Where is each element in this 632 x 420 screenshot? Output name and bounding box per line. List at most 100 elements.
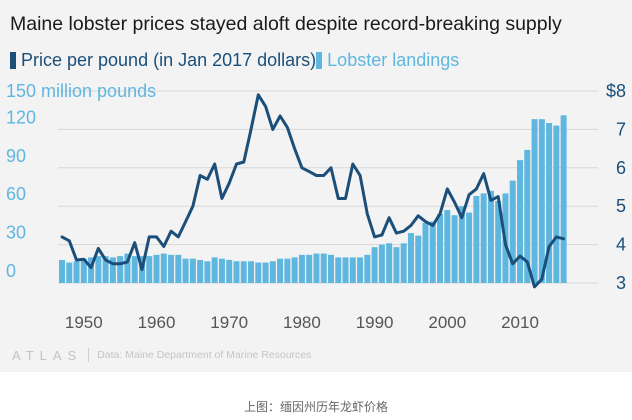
left-tick-label: 60 [6, 184, 26, 204]
landings-bar [487, 190, 494, 283]
right-axis-ticks: 3 4 5 6 7 $8 [606, 81, 626, 293]
landings-bar [538, 119, 545, 283]
landings-bar [248, 261, 255, 283]
landings-bar [131, 256, 138, 283]
landings-bar [393, 247, 400, 283]
landings-bar [531, 119, 538, 283]
landings-bar [407, 233, 414, 283]
x-tick-label: 1960 [138, 313, 176, 332]
source-line: ATLAS Data: Maine Department of Marine R… [12, 347, 311, 363]
landings-bar [168, 254, 175, 283]
landings-bar [153, 254, 160, 283]
landings-bar [473, 195, 480, 283]
landings-bar [429, 221, 436, 283]
source-divider [88, 348, 90, 362]
legend: Price per pound (in Jan 2017 dollars) Lo… [10, 48, 459, 72]
landings-bar [444, 210, 451, 283]
landings-bar [371, 247, 378, 283]
landings-bar [517, 160, 524, 283]
chart-title: Maine lobster prices stayed aloft despit… [10, 13, 562, 35]
landings-bar [524, 149, 531, 283]
landings-bar [262, 262, 269, 283]
landings-bar [269, 261, 276, 283]
landings-bar [437, 213, 444, 283]
image-caption: 上图：缅因州历年龙虾价格 [243, 400, 388, 414]
landings-bar [451, 215, 458, 283]
landings-bar [400, 243, 407, 283]
landings-bar [313, 253, 320, 283]
combo-chart: 0 30 60 90 120 150 million pounds 3 4 5 6 7 $8 195… [6, 81, 626, 332]
landings-bar [109, 257, 116, 283]
landings-bar [102, 256, 109, 283]
landings-bar [509, 180, 516, 283]
landings-bar [124, 253, 131, 283]
landings-bar [386, 243, 393, 283]
landings-bar [364, 254, 371, 283]
landings-bar [88, 257, 95, 283]
landings-bar [66, 262, 73, 283]
landings-bar [415, 235, 422, 283]
right-tick-label: 3 [616, 273, 626, 293]
left-tick-label: 150 million pounds [6, 81, 156, 101]
landings-bar [560, 115, 567, 283]
landings-bar [298, 254, 305, 283]
landings-bar [218, 258, 225, 283]
x-tick-label: 1990 [356, 313, 394, 332]
x-tick-label: 1950 [65, 313, 103, 332]
landings-bar [80, 258, 87, 283]
landings-bar [189, 258, 196, 283]
left-axis-ticks: 0 30 60 90 120 150 million pounds [6, 81, 156, 281]
landings-bar [480, 193, 487, 283]
right-tick-label: 5 [616, 196, 626, 216]
landings-bar [495, 201, 502, 283]
landings-bar [327, 254, 334, 283]
landings-bar [546, 123, 553, 283]
landings-bar [342, 257, 349, 283]
source-text: Data: Maine Department of Marine Resourc… [97, 349, 312, 361]
left-tick-label: 120 [6, 107, 36, 127]
landings-bars [59, 115, 567, 283]
right-tick-label: $8 [606, 81, 626, 101]
landings-bar [204, 261, 211, 283]
price-line-group [60, 93, 566, 289]
landings-bar [357, 257, 364, 283]
landings-bar [73, 261, 80, 283]
brand-logo-text: ATLAS [12, 347, 83, 363]
landings-bar [255, 262, 262, 283]
landings-bar [197, 259, 204, 283]
price-line [60, 93, 566, 289]
left-tick-label: 0 [6, 261, 16, 281]
right-tick-label: 4 [616, 235, 626, 255]
legend-landings-label: Lobster landings [327, 49, 460, 70]
landings-bar [335, 257, 342, 283]
landings-bar [182, 258, 189, 283]
x-tick-label: 2000 [428, 313, 466, 332]
right-tick-label: 6 [616, 158, 626, 178]
landings-bar [59, 259, 65, 283]
landings-bar [422, 222, 429, 283]
x-tick-label: 1980 [283, 313, 321, 332]
landings-bar [378, 244, 385, 283]
landings-bar [233, 261, 240, 283]
legend-price-swatch [10, 51, 16, 69]
legend-price-label: Price per pound (in Jan 2017 dollars) [21, 49, 317, 70]
landings-bar [226, 259, 233, 283]
landings-bar [553, 125, 560, 283]
landings-bar [306, 254, 313, 283]
landings-bar [211, 257, 218, 283]
left-tick-label: 30 [6, 223, 26, 243]
right-tick-label: 7 [616, 119, 626, 139]
x-tick-label: 1970 [210, 313, 248, 332]
landings-bar [349, 257, 356, 283]
x-tick-label: 2010 [501, 313, 539, 332]
landings-bar [160, 253, 167, 283]
landings-bar [95, 256, 102, 283]
legend-landings-swatch [316, 51, 323, 69]
landings-bar [291, 257, 298, 283]
left-tick-label: 90 [6, 146, 26, 166]
landings-bar [175, 254, 182, 283]
landings-bar [146, 256, 153, 283]
landings-bar [320, 253, 327, 283]
landings-bar [240, 261, 247, 283]
landings-bar [466, 212, 473, 283]
